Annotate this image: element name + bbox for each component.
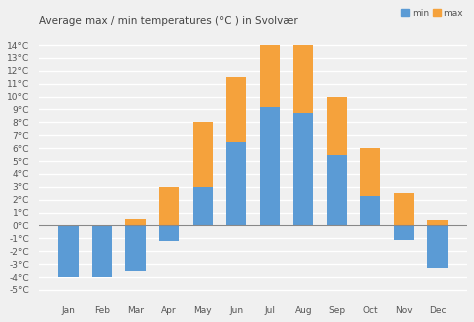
Bar bbox=[428, 225, 447, 268]
Bar bbox=[58, 225, 79, 277]
Bar bbox=[293, 45, 313, 225]
Bar bbox=[293, 113, 313, 225]
Bar bbox=[360, 148, 381, 225]
Bar bbox=[159, 187, 179, 225]
Bar bbox=[226, 142, 246, 225]
Bar bbox=[58, 225, 79, 227]
Bar bbox=[260, 107, 280, 225]
Bar bbox=[327, 155, 347, 225]
Bar bbox=[192, 187, 213, 225]
Legend: min, max: min, max bbox=[398, 5, 467, 21]
Bar bbox=[394, 193, 414, 225]
Bar bbox=[360, 196, 381, 225]
Bar bbox=[159, 225, 179, 241]
Bar bbox=[327, 97, 347, 225]
Bar bbox=[92, 225, 112, 227]
Bar bbox=[260, 45, 280, 225]
Bar bbox=[92, 225, 112, 277]
Bar bbox=[394, 225, 414, 240]
Bar bbox=[126, 225, 146, 270]
Text: Average max / min temperatures (°C ) in Svolvær: Average max / min temperatures (°C ) in … bbox=[39, 16, 298, 26]
Bar bbox=[226, 77, 246, 225]
Bar bbox=[428, 220, 447, 225]
Bar bbox=[192, 122, 213, 225]
Bar bbox=[126, 219, 146, 225]
